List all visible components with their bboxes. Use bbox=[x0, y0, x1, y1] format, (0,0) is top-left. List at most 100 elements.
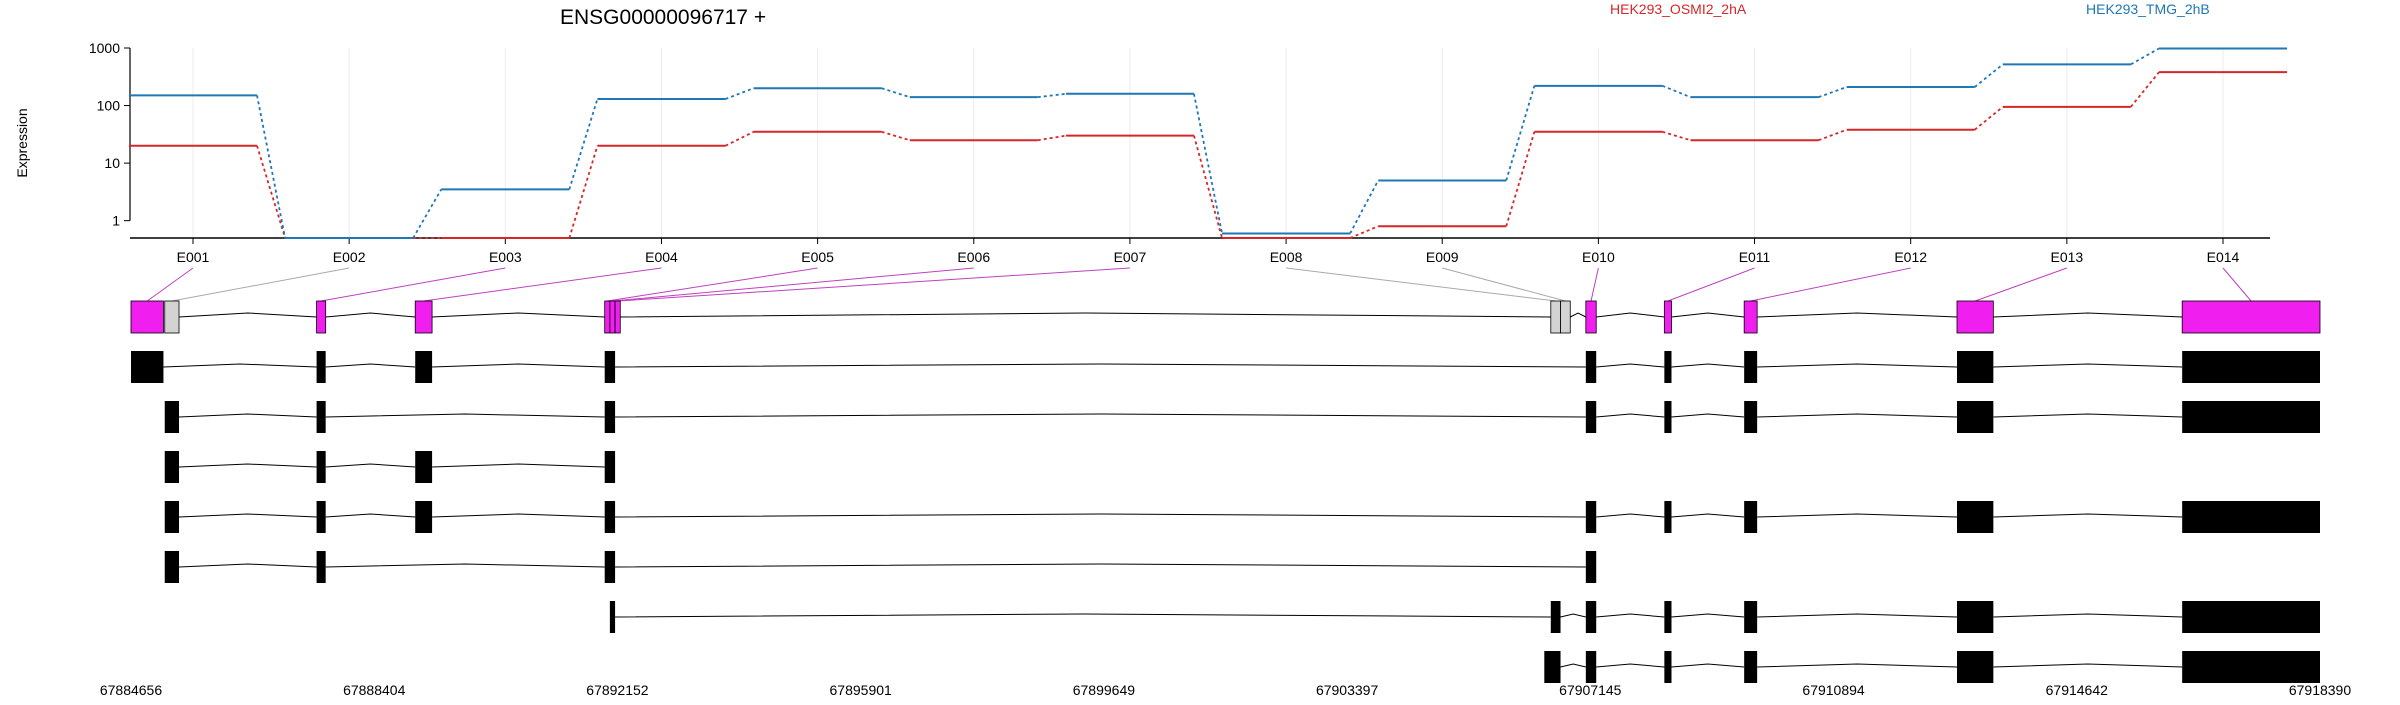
exon-bin-E004 bbox=[414, 300, 433, 334]
transcript-1-intron-4 bbox=[615, 363, 1586, 368]
gene-intron-10 bbox=[1596, 312, 1665, 318]
gene-intron-2 bbox=[178, 312, 317, 318]
chart-title: ENSG00000096717 + bbox=[560, 6, 766, 29]
connector-E006 bbox=[612, 267, 974, 302]
transcript-4-exon-7 bbox=[1744, 501, 1758, 533]
transcript-7-exon-5 bbox=[1957, 651, 1994, 683]
transcript-1-exon-4 bbox=[604, 351, 616, 383]
transcript-7-intron-3 bbox=[1671, 663, 1745, 668]
transcript-4-intron-4 bbox=[615, 513, 1586, 518]
transcript-1-intron-2 bbox=[325, 363, 416, 368]
series-2-link-10 bbox=[1662, 85, 1691, 98]
gene-intron-13 bbox=[1993, 312, 2183, 318]
transcript-4 bbox=[164, 501, 2320, 533]
transcript-4-exon-2 bbox=[316, 501, 326, 533]
connector-E013 bbox=[1975, 267, 2068, 302]
transcript-6-exon-6 bbox=[1957, 601, 1994, 633]
transcript-4-exon-6 bbox=[1664, 501, 1672, 533]
transcript-3-exon-1 bbox=[164, 451, 180, 483]
transcript-4-exon-9 bbox=[2182, 501, 2320, 533]
transcript-7-exon-3 bbox=[1664, 651, 1672, 683]
transcript-5-exon-3 bbox=[604, 551, 616, 583]
legend-label-series-2: HEK293_TMG_2hB bbox=[2086, 1, 2210, 17]
x-tick-label-E009: E009 bbox=[1426, 249, 1459, 265]
genomic-tick-label-1: 67884656 bbox=[100, 682, 163, 698]
series-1-link-8 bbox=[1349, 225, 1379, 239]
transcript-2-exon-2 bbox=[316, 401, 326, 433]
transcript-1-intron-6 bbox=[1671, 363, 1745, 368]
exon-bin-E005 bbox=[604, 300, 611, 334]
transcript-5-exon-1 bbox=[164, 551, 180, 583]
connector-E004 bbox=[423, 267, 662, 302]
transcript-3 bbox=[164, 451, 616, 483]
transcript-1-exon-8 bbox=[1957, 351, 1994, 383]
transcript-1-exon-6 bbox=[1664, 351, 1672, 383]
connector-E014 bbox=[2222, 267, 2252, 302]
genomic-tick-label-3: 67892152 bbox=[586, 682, 649, 698]
y-tick-label-1000: 1000 bbox=[89, 40, 120, 56]
transcript-1-exon-9 bbox=[2182, 351, 2320, 383]
transcript-4-intron-6 bbox=[1671, 513, 1745, 518]
exon-bin-E009 bbox=[1560, 300, 1571, 334]
transcript-3-exon-2 bbox=[316, 451, 326, 483]
transcript-2-intron-3 bbox=[615, 413, 1586, 418]
legend-label-series-1: HEK293_OSMI2_2hA bbox=[1610, 1, 1747, 17]
series-1-link-1 bbox=[256, 145, 286, 239]
axes: 1 10 100 1000 E001 E002 E003 E004 E005 E006 E007 E0… bbox=[89, 40, 2270, 265]
transcript-2-exon-5 bbox=[1664, 401, 1672, 433]
transcript-7-exon-2 bbox=[1585, 651, 1597, 683]
transcript-6-exon-5 bbox=[1744, 601, 1758, 633]
gene-intron-11 bbox=[1671, 312, 1745, 318]
genomic-tick-label-5: 67899649 bbox=[1073, 682, 1136, 698]
transcript-6-intron-4 bbox=[1671, 613, 1745, 618]
series-2-link-5 bbox=[881, 87, 911, 99]
transcript-6-exon-2 bbox=[1550, 601, 1561, 633]
series-1-link-12 bbox=[1974, 106, 2004, 131]
genomic-tick-label-7: 67907145 bbox=[1559, 682, 1622, 698]
transcript-3-intron-2 bbox=[325, 463, 416, 468]
transcript-1-intron-5 bbox=[1596, 363, 1665, 368]
transcript-6-intron-3 bbox=[1596, 613, 1665, 618]
exon-bin-E014 bbox=[2181, 300, 2321, 334]
transcript-7 bbox=[1544, 651, 2320, 683]
series-1-link-7 bbox=[1193, 135, 1223, 239]
transcript-4-exon-4 bbox=[604, 501, 616, 533]
series-1-link-10 bbox=[1662, 130, 1691, 142]
transcript-5-intron-1 bbox=[178, 563, 317, 568]
x-tick-label-E005: E005 bbox=[801, 249, 834, 265]
exon-bin-E013 bbox=[1956, 300, 1994, 334]
connector-E001 bbox=[146, 267, 194, 302]
transcript-1-intron-1 bbox=[163, 363, 317, 368]
transcript-4-exon-8 bbox=[1957, 501, 1994, 533]
y-tick-label-100: 100 bbox=[97, 98, 121, 114]
genomic-tick-label-4: 67895901 bbox=[830, 682, 893, 698]
transcript-1-intron-8 bbox=[1993, 363, 2183, 368]
transcript-6-intron-1 bbox=[615, 613, 1551, 618]
series-2-link-2 bbox=[412, 188, 443, 239]
transcripts bbox=[131, 351, 2320, 683]
exon-bin-E008 bbox=[1550, 300, 1561, 334]
transcript-7-exon-1 bbox=[1544, 651, 1561, 683]
transcript-5-exon-4 bbox=[1585, 551, 1597, 583]
exon-bin-E010 bbox=[1585, 300, 1597, 334]
series-1-link-3 bbox=[568, 145, 599, 239]
exon-bin-E012 bbox=[1743, 300, 1758, 334]
connector-E010 bbox=[1590, 267, 1599, 302]
series-1-link-4 bbox=[725, 130, 754, 147]
transcript-4-intron-3 bbox=[432, 513, 605, 518]
series-1-link-9 bbox=[1505, 131, 1536, 227]
gene-intron-9 bbox=[1570, 312, 1587, 318]
transcript-4-exon-5 bbox=[1585, 501, 1597, 533]
transcript-3-exon-3 bbox=[415, 451, 433, 483]
x-tick-label-E003: E003 bbox=[489, 249, 522, 265]
transcript-3-intron-3 bbox=[432, 463, 605, 468]
series-1 bbox=[128, 71, 2288, 239]
transcript-7-intron-2 bbox=[1596, 663, 1665, 668]
transcript-1-exon-5 bbox=[1585, 351, 1597, 383]
exon-bin-E006 bbox=[609, 300, 616, 334]
transcript-6-exon-7 bbox=[2182, 601, 2320, 633]
transcript-2-intron-4 bbox=[1596, 413, 1665, 418]
transcript-6-exon-1 bbox=[609, 601, 616, 633]
connector-E009 bbox=[1442, 267, 1566, 302]
